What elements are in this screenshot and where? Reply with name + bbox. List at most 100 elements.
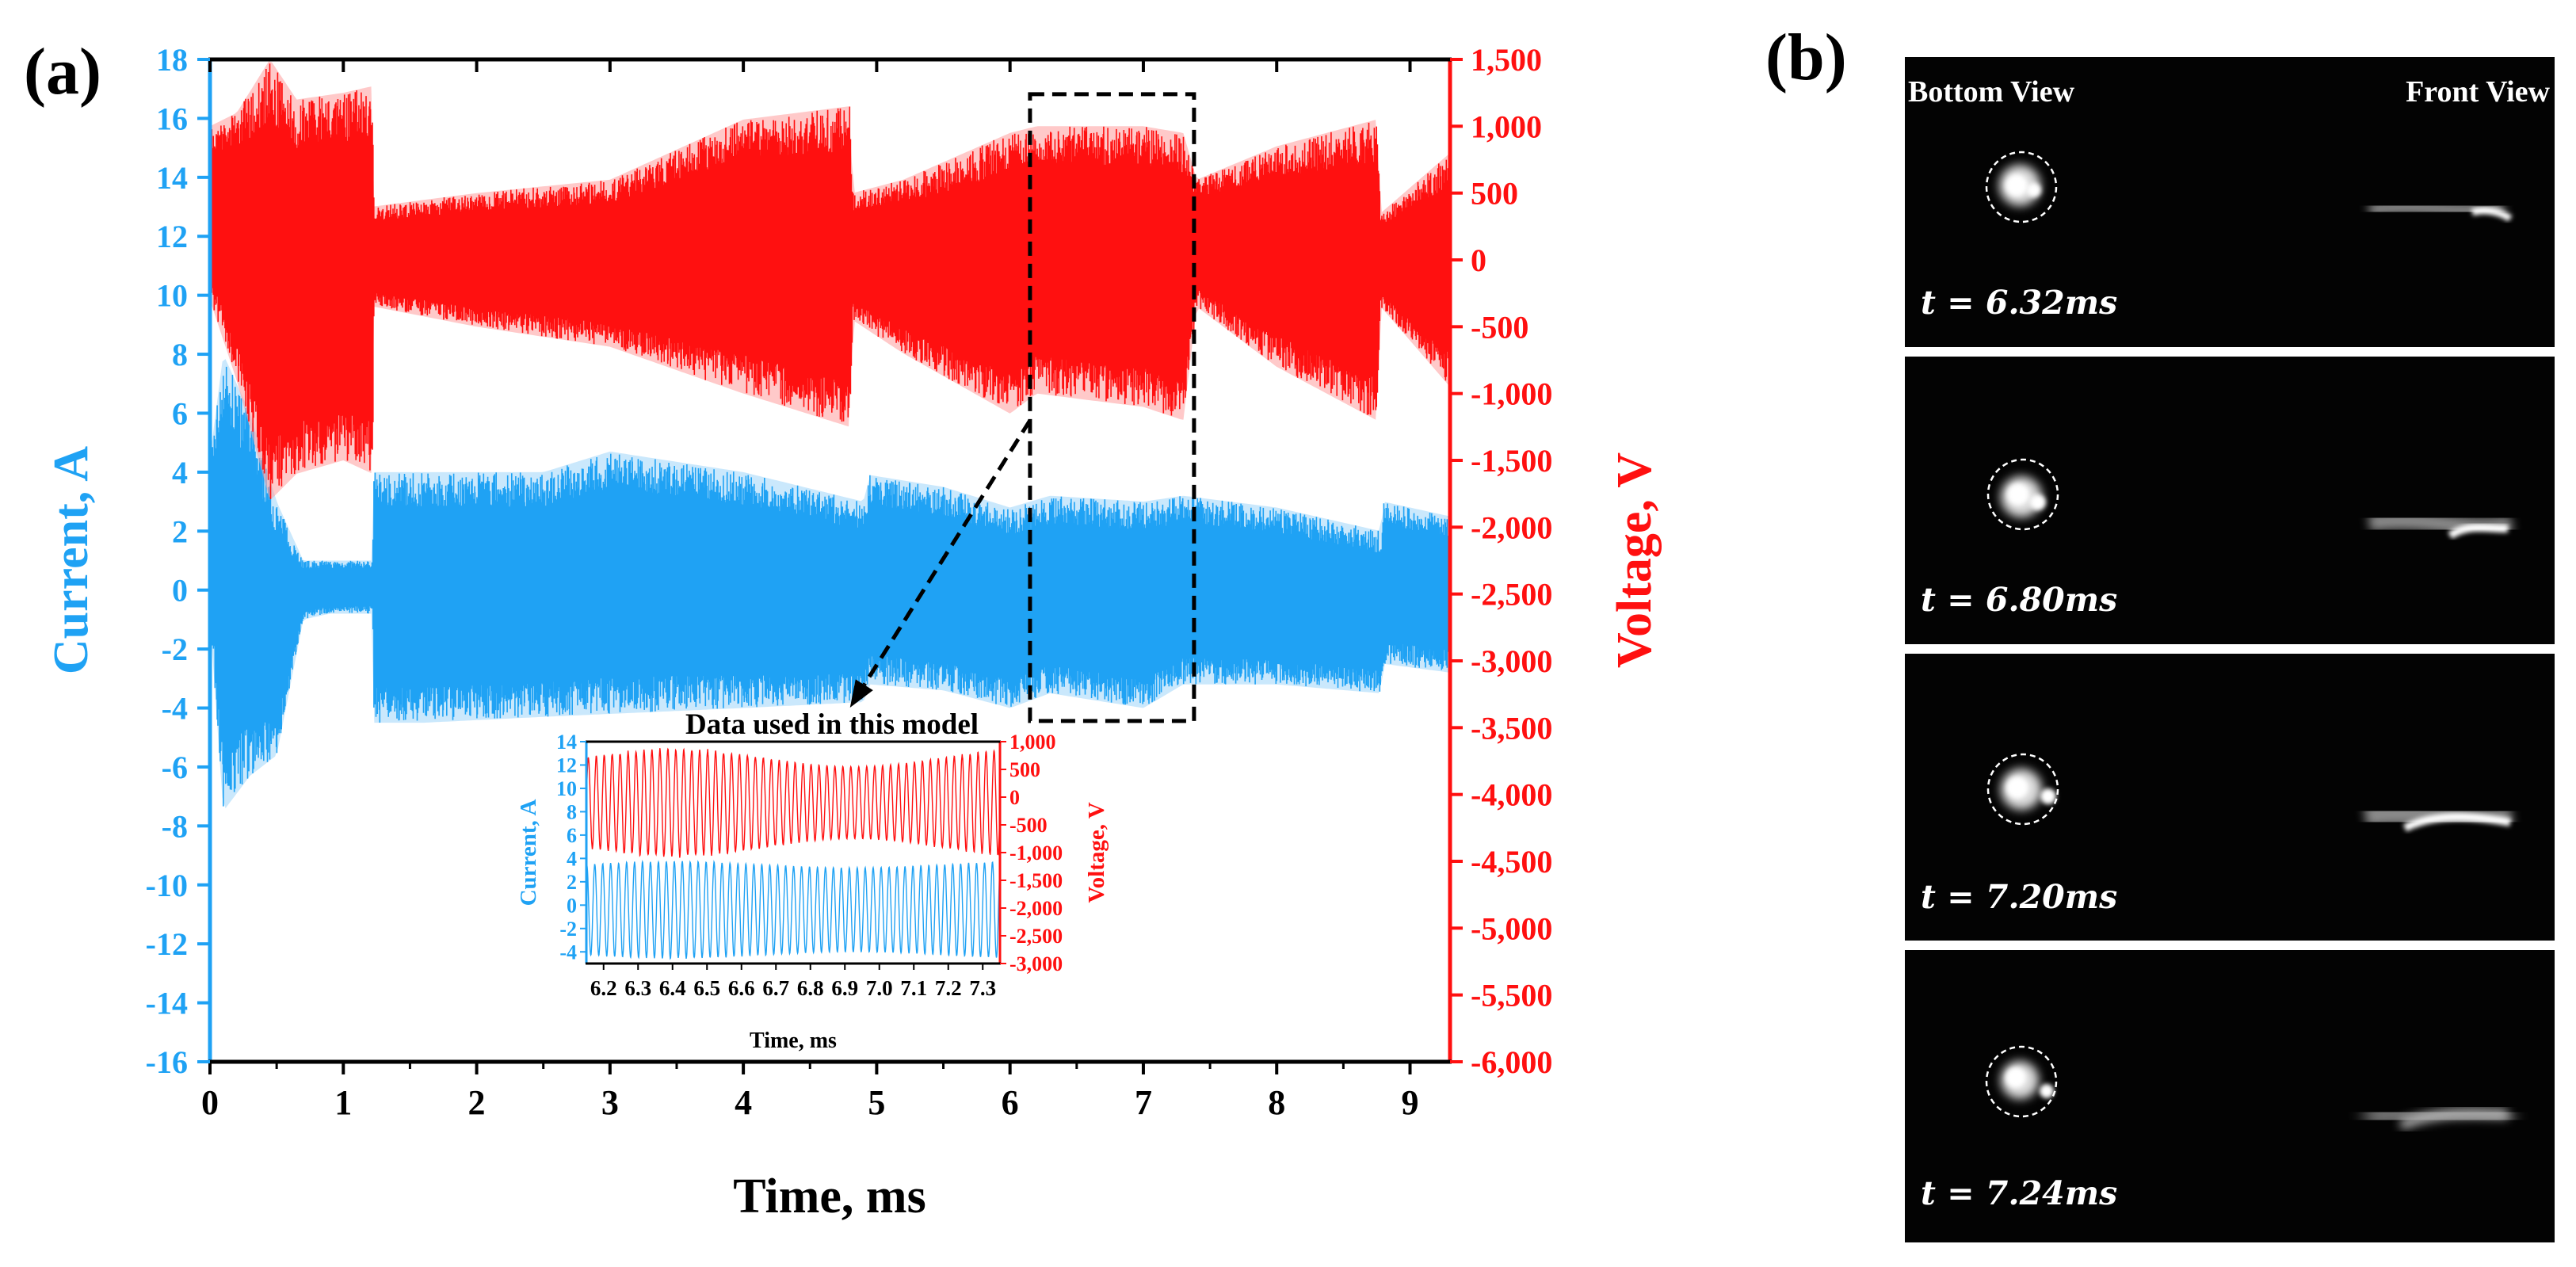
inset-y-right-tick-label: -1,000 bbox=[1009, 841, 1063, 864]
camera-frame-4: t = 7.24ms bbox=[1921, 1045, 2514, 1212]
x-tick-label: 6 bbox=[1002, 1083, 1019, 1122]
x-tick-label: 1 bbox=[334, 1083, 352, 1122]
y-left-tick-label: -2 bbox=[162, 632, 188, 667]
y-left-tick-label: -4 bbox=[162, 691, 188, 727]
main-left-axis-label: Current, A bbox=[44, 446, 98, 674]
panel-label-a: (a) bbox=[24, 35, 101, 109]
y-right-tick-label: 1,000 bbox=[1471, 109, 1542, 144]
x-tick-label: 8 bbox=[1268, 1083, 1285, 1122]
main-right-axis-label: Voltage, V bbox=[1608, 452, 1662, 668]
y-left-tick-label: -12 bbox=[146, 926, 188, 962]
droplet-core bbox=[2007, 483, 2029, 506]
y-right-tick-label: -3,500 bbox=[1471, 710, 1552, 746]
front-view-plasma-core bbox=[2402, 813, 2511, 832]
droplet-core bbox=[2005, 1067, 2026, 1088]
droplet-highlight bbox=[2027, 183, 2041, 197]
front-view-plasma-core bbox=[2471, 207, 2513, 222]
x-tick-label: 9 bbox=[1402, 1083, 1419, 1122]
frame-time-label-2: t = 6.80ms bbox=[1921, 581, 2117, 619]
y-right-tick-label: -500 bbox=[1471, 309, 1528, 345]
front-view-plasma-core bbox=[2448, 523, 2509, 540]
droplet-highlight bbox=[2040, 1084, 2054, 1098]
bottom-view-header: Bottom View bbox=[1908, 75, 2075, 109]
selection-arrow bbox=[862, 419, 1032, 686]
y-right-tick-label: -4,500 bbox=[1471, 844, 1552, 880]
y-right-tick-label: -1,500 bbox=[1471, 443, 1552, 479]
inset-y-left-tick-label: 2 bbox=[567, 871, 577, 894]
inset-chart: Data used in this model 6.2 6.3 6.4 6.5 6.6 6… bbox=[516, 708, 1109, 1053]
inset-y-left-tick-label: 4 bbox=[567, 847, 577, 870]
droplet-marker-circle bbox=[1985, 151, 2058, 223]
inset-x-tick-label: 7.3 bbox=[969, 976, 996, 1000]
inset-x-tick-label: 6.3 bbox=[624, 976, 651, 1000]
y-right-tick-label: -6,000 bbox=[1471, 1044, 1552, 1080]
y-left-tick-label: -14 bbox=[146, 986, 188, 1021]
inset-x-tick-label: 6.4 bbox=[659, 976, 686, 1000]
inset-x-tick-label: 6.9 bbox=[831, 976, 858, 1000]
frame-separator bbox=[1905, 941, 2555, 950]
inset-x-tick-label: 6.8 bbox=[797, 976, 824, 1000]
y-right-tick-label: -5,500 bbox=[1471, 978, 1552, 1013]
main-tick-layer: 0 1 2 3 4 5 6 7 8 9-16-14-12-10-8-6-4-20246810121… bbox=[146, 42, 1553, 1122]
y-left-tick-label: 2 bbox=[172, 513, 188, 549]
series-voltage bbox=[209, 61, 1450, 499]
y-left-tick-label: 6 bbox=[172, 395, 188, 431]
inset-y-left-tick-label: -4 bbox=[559, 941, 577, 964]
droplet-marker-circle bbox=[1986, 753, 2059, 826]
frame-separator bbox=[1905, 347, 2555, 357]
front-view-plasma-core bbox=[2399, 1108, 2509, 1130]
inset-y-left-tick-label: 8 bbox=[567, 800, 577, 823]
main-chart: 0 1 2 3 4 5 6 7 8 9-16-14-12-10-8-6-4-20246810121… bbox=[44, 42, 1662, 1223]
x-tick-label: 2 bbox=[468, 1083, 486, 1122]
droplet-marker-circle bbox=[1985, 1045, 2058, 1118]
inset-voltage-waveform bbox=[586, 747, 1001, 858]
inset-y-right-tick-label: -3,000 bbox=[1009, 952, 1063, 975]
inset-x-tick-label: 7.1 bbox=[900, 976, 927, 1000]
inset-y-left-tick-label: 12 bbox=[556, 754, 577, 777]
frame-time-label-1: t = 6.32ms bbox=[1921, 284, 2117, 322]
inset-x-tick-label: 6.2 bbox=[590, 976, 617, 1000]
y-left-tick-label: -10 bbox=[146, 868, 188, 903]
inset-x-axis-label: Time, ms bbox=[750, 1028, 837, 1053]
inset-y-left-tick-label: 0 bbox=[567, 894, 577, 917]
inset-left-axis-label: Current, A bbox=[516, 800, 541, 906]
selection-arrowhead bbox=[849, 679, 873, 708]
inset-series-layer bbox=[586, 747, 1001, 960]
inset-y-left-tick-label: 10 bbox=[556, 777, 577, 800]
inset-y-left-tick-label: 14 bbox=[556, 731, 577, 754]
y-left-tick-label: 0 bbox=[172, 573, 188, 609]
frame-time-label-3: t = 7.20ms bbox=[1921, 878, 2117, 916]
inset-title: Data used in this model bbox=[685, 708, 979, 741]
x-tick-label: 0 bbox=[201, 1083, 219, 1122]
y-right-tick-label: -2,500 bbox=[1471, 577, 1552, 613]
inset-y-right-tick-label: -2,500 bbox=[1009, 925, 1063, 948]
inset-tick-layer: 6.2 6.3 6.4 6.5 6.6 6.7 6.8 6.9 7.0 7.1 7.2 7.3-4-2… bbox=[556, 731, 1063, 1000]
y-right-tick-label: 0 bbox=[1471, 242, 1486, 278]
inset-y-right-tick-label: 500 bbox=[1009, 758, 1040, 781]
main-series-layer bbox=[209, 61, 1450, 809]
inset-x-tick-label: 6.5 bbox=[693, 976, 720, 1000]
y-left-tick-label: 8 bbox=[172, 337, 188, 372]
inset-x-tick-label: 7.0 bbox=[866, 976, 893, 1000]
y-left-tick-label: 10 bbox=[156, 278, 188, 314]
x-tick-label: 3 bbox=[601, 1083, 619, 1122]
inset-y-right-tick-label: -2,000 bbox=[1009, 897, 1063, 920]
camera-panel: Bottom View Front View t = 6.32ms t = 6.… bbox=[1905, 57, 2555, 1242]
x-tick-label: 5 bbox=[868, 1083, 885, 1122]
frame-separator bbox=[1905, 644, 2555, 654]
camera-frame-2: t = 6.80ms bbox=[1921, 458, 2513, 619]
y-left-tick-label: -16 bbox=[146, 1044, 188, 1080]
droplet-marker-circle bbox=[1986, 458, 2059, 531]
inset-x-tick-label: 7.2 bbox=[935, 976, 962, 1000]
y-left-tick-label: 14 bbox=[156, 160, 188, 196]
inset-current-waveform bbox=[586, 859, 1001, 960]
x-tick-label: 7 bbox=[1135, 1083, 1152, 1122]
selection-box bbox=[1028, 92, 1196, 723]
inset-y-right-tick-label: -1,500 bbox=[1009, 869, 1063, 892]
y-left-tick-label: 18 bbox=[156, 42, 188, 78]
camera-frame-3: t = 7.20ms bbox=[1921, 753, 2513, 916]
y-left-tick-label: -6 bbox=[162, 750, 188, 785]
y-left-tick-label: 4 bbox=[172, 455, 188, 490]
inset-y-left-tick-label: -2 bbox=[559, 918, 577, 941]
